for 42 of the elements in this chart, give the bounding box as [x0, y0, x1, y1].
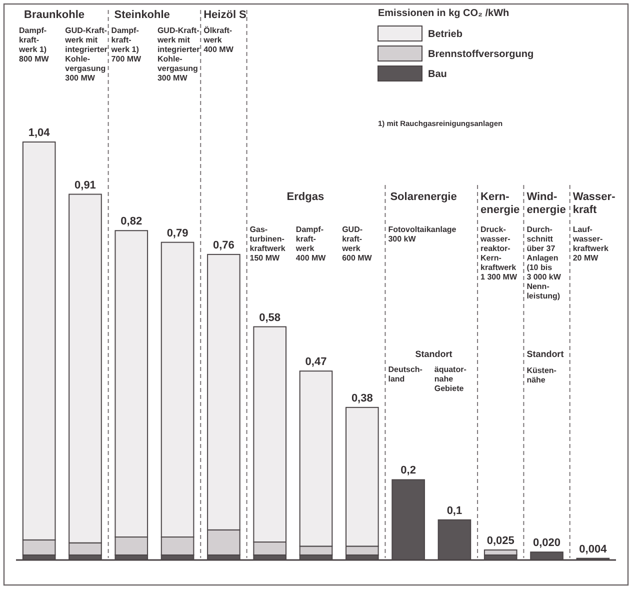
x-tick-label: Dampf- kraft- werk 1) 700 MW	[110, 26, 142, 64]
x-tick-label: Dampf- kraft- werk 400 MW	[294, 225, 326, 262]
x-tick-label: Ölkraft- werk 400 MW	[202, 26, 234, 54]
annotation: 0,91	[74, 179, 96, 192]
annotation: 0,47	[305, 356, 327, 368]
text: 1,04	[28, 127, 51, 139]
x-tick-label: Druck- wasser- reaktor- Kern- kraftwerk 1 300 MW	[480, 225, 518, 282]
text: Steinkohle	[114, 9, 170, 21]
annotation: 0,2	[400, 464, 416, 477]
annotation: Fotovoltaikanlage 300 kW	[388, 225, 457, 244]
annotation: 0,004	[579, 543, 608, 556]
legend-label: Bau	[428, 69, 447, 80]
x-tick-label: Dampf- kraft- werk 1) 800 MW	[18, 26, 50, 64]
x-tick-label: Durch- schnitt über 37 Anlagen (10 bis 3 000 kW Nenn- leistung)	[526, 225, 562, 300]
annotation: Wasser- kraft	[572, 191, 616, 216]
annotation: Standort Küsten- nähe	[526, 349, 564, 384]
annotation: Standort	[415, 349, 452, 359]
legend-label: Betrieb	[428, 29, 462, 40]
annotation: Solarenergie	[390, 191, 457, 203]
annotation: 0,1	[446, 504, 462, 517]
annotation: Kern- energie	[480, 191, 520, 216]
annotation: 0,82	[120, 216, 142, 228]
annotation: 0,58	[259, 312, 281, 324]
text: Heizöl S	[204, 9, 246, 21]
annotation: 0,025	[486, 534, 514, 547]
annotation: 0,020	[533, 537, 561, 550]
annotation: Wind- energie	[526, 191, 566, 216]
legend-title: Emissionen in kg CO₂ /kWh	[378, 8, 510, 19]
x-tick-label: GUD- kraft- werk 600 MW	[341, 225, 372, 262]
x-tick-label: äquator- nahe Gebiete	[434, 365, 467, 393]
annotation: 0,76	[212, 239, 234, 252]
bar	[484, 549, 518, 556]
x-tick-label: GUD-Kraft- werk mit integrierter Kohle- vergasung 300 MW	[156, 26, 200, 82]
annotation: 0,79	[166, 227, 188, 240]
annotation: Erdgas	[286, 191, 324, 203]
x-tick-label: GUD-Kraft- werk mit integrierter Kohle- vergasung 300 MW	[64, 26, 108, 82]
x-tick-label: Deutsch- land	[388, 365, 423, 384]
x-tick-label: Gas- turbinen- kraftwerk 150 MW	[250, 225, 286, 262]
legend-label: Brennstoffversorgung	[428, 49, 534, 60]
x-tick-label: Lauf- wasser- kraftwerk 20 MW	[572, 225, 609, 262]
text: Braunkohle	[24, 9, 85, 21]
annotation: 0,38	[351, 392, 373, 404]
